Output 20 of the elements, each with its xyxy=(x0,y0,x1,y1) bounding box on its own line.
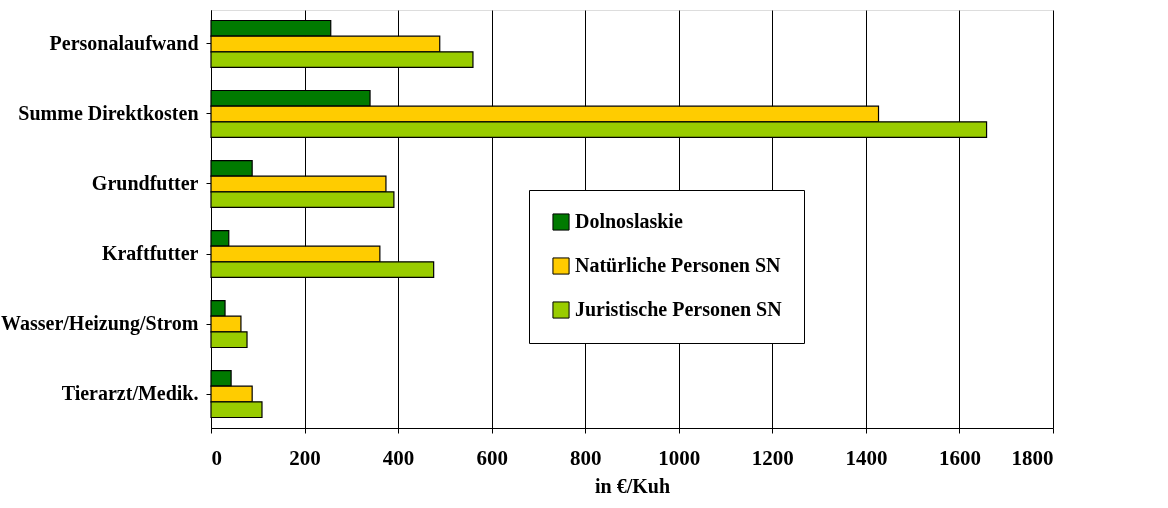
legend-label: Dolnoslaskie xyxy=(575,210,683,232)
x-tick-label: 0 xyxy=(211,445,222,470)
legend-label: Natürliche Personen SN xyxy=(575,254,782,276)
x-tick-label: 800 xyxy=(569,445,602,470)
x-tick-label: 600 xyxy=(476,445,508,470)
legend-label: Juristische Personen SN xyxy=(575,298,783,320)
y-tick-label: Kraftfutter xyxy=(101,242,199,265)
x-tick-label: 1800 xyxy=(1011,445,1054,470)
y-tick-label: Wasser/Heizung/Strom xyxy=(1,312,199,336)
x-tick-label: 1600 xyxy=(938,445,981,470)
y-tick-label: Personalaufwand xyxy=(49,31,199,54)
x-tick-label: 400 xyxy=(382,445,415,470)
y-tick-label: Tierarzt/Medik. xyxy=(61,382,199,405)
x-tick-label: 1200 xyxy=(751,445,794,470)
x-tick-label: 200 xyxy=(289,445,321,470)
y-tick-label: Grundfutter xyxy=(91,171,199,194)
y-tick-label: Summe Direktkosten xyxy=(18,101,199,124)
x-axis-title: in €/Kuh xyxy=(594,474,671,497)
x-tick-label: 1400 xyxy=(845,445,888,470)
x-tick-label: 1000 xyxy=(658,445,701,470)
